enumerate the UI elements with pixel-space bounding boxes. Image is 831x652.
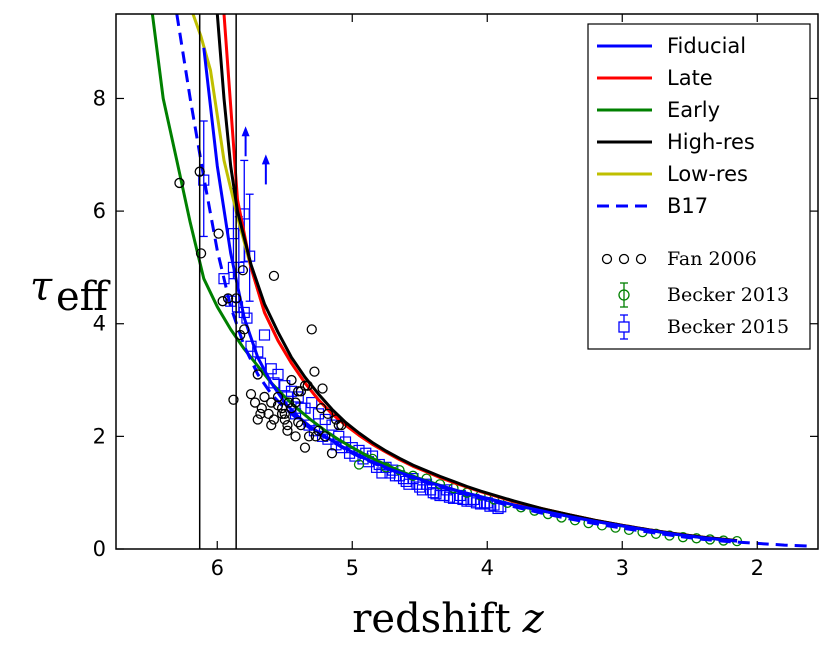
fan2006-point: [290, 431, 301, 442]
fan2006-point: [293, 386, 304, 397]
y-tick-label: 4: [93, 312, 106, 336]
legend-label-becker2015: Becker 2015: [667, 316, 789, 338]
fan2006-point: [222, 293, 234, 304]
fan2006-point: [272, 391, 284, 403]
fan2006-point: [239, 324, 250, 335]
fan2006-point: [255, 408, 266, 419]
fan2006-point: [276, 408, 288, 419]
legend-label-fiducial-line: Fiducial: [667, 34, 746, 58]
becker2015-point: [279, 380, 291, 392]
legend-swatch-fan2006: [601, 253, 613, 265]
fan2006-point: [286, 374, 297, 386]
fan2006-point: [306, 324, 317, 335]
fan2006-point: [313, 425, 324, 436]
y-axis-label: τ: [30, 264, 53, 310]
fan2006-point: [252, 414, 263, 425]
fan2006-point: [276, 403, 288, 414]
fan2006-point: [256, 403, 267, 414]
becker2015-point: [427, 487, 439, 499]
y-axis-ticks: 0 2 4 6 8: [93, 86, 818, 561]
fan2006-point: [295, 386, 307, 397]
fan2006-point: [279, 414, 290, 425]
fan2006-point: [283, 397, 294, 408]
becker2015-point: [465, 495, 477, 507]
fan2006-point: [309, 366, 320, 377]
fan2006-point: [310, 431, 321, 442]
fan2006-point: [293, 417, 304, 428]
legend-label-early-line: Early: [667, 98, 720, 122]
fan2006-point: [279, 408, 290, 419]
fan2006-point: [268, 414, 280, 425]
fan2006-point: [303, 431, 315, 442]
fan2006-point: [245, 388, 257, 400]
plot-area: [150, 14, 812, 549]
fan2006-point: [282, 425, 293, 436]
fan2006-point: [174, 177, 185, 189]
fan2006-point: [252, 369, 263, 380]
legend-label-low-res-line: Low-res: [667, 162, 748, 186]
legend-swatch-fan2006: [618, 253, 630, 265]
y-tick-label: 8: [93, 86, 106, 110]
legend-label-high-res-line: High-res: [667, 130, 755, 154]
becker2015-point: [319, 413, 331, 426]
lower-limit-arrowhead: [241, 126, 250, 137]
becker2015-point: [258, 329, 271, 341]
lower-limit-arrowhead: [261, 154, 270, 165]
fan2006-point: [330, 414, 342, 425]
fan2006-point: [259, 391, 270, 403]
y-tick-label: 2: [93, 424, 106, 448]
becker2015-point: [414, 481, 426, 493]
fan2006-point: [282, 419, 293, 431]
legend-swatch-becker2015: [618, 321, 630, 333]
b17-line: [175, 14, 812, 548]
fan2006-point: [336, 419, 347, 431]
becker2015-point: [265, 363, 277, 375]
x-axis-ticks: 6 5 4 3 2: [211, 14, 764, 580]
fan2006-point: [317, 383, 328, 394]
fan2006-point: [290, 397, 301, 408]
becker2015-point: [272, 368, 284, 381]
legend: Fiducial Late Early High-res Low-res B17 Fan 2…: [587, 23, 811, 350]
becker2015-point: [306, 396, 318, 409]
fan2006-point: [295, 419, 307, 431]
fan2006-point: [322, 408, 334, 419]
legend-label-b17-line: B17: [667, 194, 708, 218]
y-tick-label: 6: [93, 199, 106, 223]
fan2006-point: [263, 408, 274, 419]
y-tick-label: 0: [93, 537, 106, 561]
fan2006-point: [326, 448, 338, 459]
fan2006-point: [316, 403, 327, 414]
fan2006-point: [266, 397, 277, 408]
legend-swatch-fan2006: [635, 253, 647, 265]
plot-frame: [115, 13, 819, 550]
fan2006-point: [266, 419, 277, 431]
fan2006-point: [213, 228, 224, 239]
x-tick-label: 2: [751, 556, 764, 580]
fan2006-point: [299, 442, 311, 453]
y-axis-label-subscript: eff: [56, 274, 111, 320]
legend-label-late-line: Late: [667, 66, 713, 90]
fan2006-point: [333, 419, 344, 431]
legend-swatch-becker2013: [618, 289, 630, 301]
x-axis-label: redshift z: [352, 596, 544, 642]
x-tick-label: 3: [616, 556, 629, 580]
fan2006-point: [268, 270, 280, 282]
becker2013-point: [353, 459, 365, 470]
fan2006-point: [302, 380, 313, 391]
fan2006-point: [228, 394, 239, 405]
fan2006-point: [249, 397, 261, 408]
fan2006-point: [195, 248, 207, 259]
x-tick-label: 5: [346, 556, 359, 580]
becker2015-point: [292, 391, 304, 403]
legend-label-fan2006: Fan 2006: [667, 248, 757, 270]
fan2006-point: [217, 296, 228, 307]
fan2006-point: [237, 265, 249, 276]
x-tick-label: 4: [481, 556, 494, 580]
x-tick-label: 6: [211, 556, 224, 580]
legend-label-becker2013: Becker 2013: [667, 284, 789, 306]
becker2015-point: [438, 489, 450, 502]
